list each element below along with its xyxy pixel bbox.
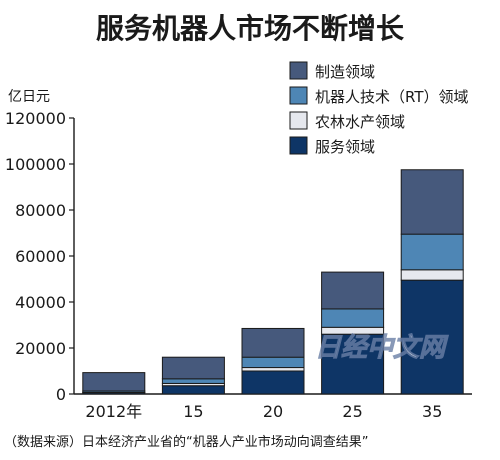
bar-segment — [241, 367, 305, 372]
x-tick-label: 15 — [183, 402, 203, 421]
bar-segment — [400, 279, 464, 395]
plot-area: 0 20000 40000 60000 80000 100000 120000 2012年 15… — [5, 109, 472, 421]
watermark: 日经中文网 — [315, 333, 449, 363]
bar-segment — [400, 169, 464, 235]
legend-label: 机器人技术（RT）领域 — [315, 88, 469, 106]
x-tick-label: 35 — [422, 402, 442, 421]
bar-segment — [82, 372, 146, 392]
bar-segment — [400, 233, 464, 271]
chart-title: 服务机器人市场不断增长 — [96, 12, 404, 45]
legend-label: 农林水产领域 — [315, 113, 405, 131]
legend-label: 服务领域 — [315, 138, 375, 156]
legend-swatch — [289, 136, 308, 155]
x-tick-label: 25 — [342, 402, 362, 421]
bar-segment — [161, 356, 225, 380]
y-tick-label: 40000 — [15, 293, 66, 312]
y-tick-label: 80000 — [15, 201, 66, 220]
source-note: （数据来源）日本经济产业省的“机器人产业市场动向调查结果” — [4, 434, 368, 450]
x-tick-label: 20 — [263, 402, 283, 421]
bar-segment — [161, 378, 225, 384]
y-tick-label: 20000 — [15, 339, 66, 358]
y-axis-label: 亿日元 — [8, 89, 50, 105]
bar-segment — [241, 356, 305, 369]
bar-segment — [161, 385, 225, 395]
x-tick-label: 2012年 — [85, 402, 142, 421]
y-tick-label: 120000 — [5, 109, 66, 128]
bar-segment — [321, 271, 385, 310]
y-tick-label: 100000 — [5, 155, 66, 174]
legend-label: 制造领域 — [315, 63, 375, 81]
bar-segment — [321, 333, 385, 395]
bar-segment — [321, 308, 385, 328]
legend-swatch — [289, 61, 308, 80]
legend-swatch — [289, 111, 308, 130]
y-tick-label: 60000 — [15, 247, 66, 266]
legend-swatch — [289, 86, 308, 105]
bar-segment — [241, 327, 305, 358]
y-tick-label: 0 — [56, 385, 66, 404]
bar-segment — [400, 269, 464, 281]
bar-segment — [241, 370, 305, 395]
